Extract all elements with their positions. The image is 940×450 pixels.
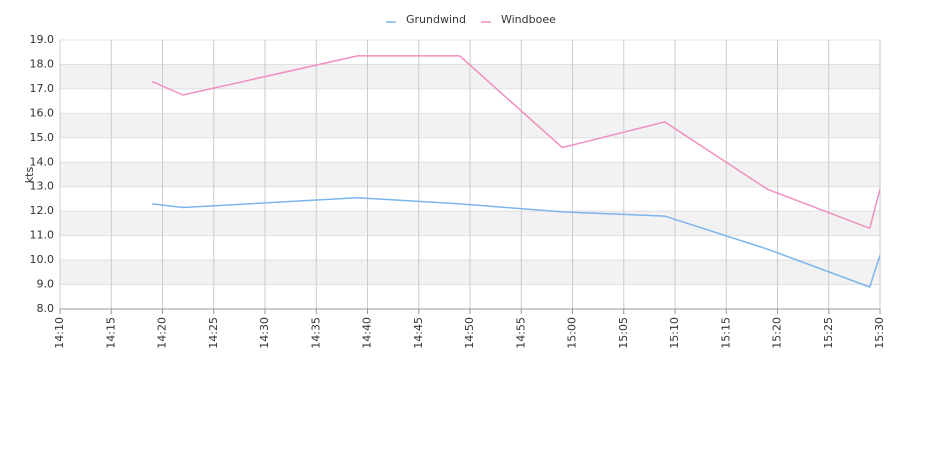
x-tick-label: 15:25 [822, 317, 835, 349]
y-tick-label: 10.0 [30, 253, 55, 266]
x-tick-label: 15:15 [719, 317, 732, 349]
legend-item: Windboee [480, 13, 556, 26]
x-tick-label: 14:30 [258, 317, 271, 349]
y-tick-label: 13.0 [30, 180, 55, 193]
y-tick-label: 17.0 [30, 82, 55, 95]
legend-label: Windboee [501, 13, 556, 26]
y-tick-label: 18.0 [30, 57, 55, 70]
x-tick-label: 15:05 [617, 317, 630, 349]
y-tick-label: 14.0 [30, 155, 55, 168]
y-tick-label: 11.0 [30, 229, 55, 242]
x-tick-label: 14:25 [207, 317, 220, 349]
y-tick-label: 16.0 [30, 106, 55, 119]
x-tick-label: 14:55 [514, 317, 527, 349]
x-tick-label: 15:10 [668, 317, 681, 349]
x-tick-label: 14:50 [463, 317, 476, 349]
y-tick-label: 9.0 [37, 278, 55, 291]
x-tick-label: 15:30 [873, 317, 886, 349]
x-tick-label: 14:35 [309, 317, 322, 349]
y-tick-label: 12.0 [30, 204, 55, 217]
x-tick-label: 14:45 [412, 317, 425, 349]
x-tick-label: 15:00 [566, 317, 579, 349]
y-tick-label: 19.0 [30, 33, 55, 46]
series-line [151, 55, 881, 230]
x-tick-label: 14:40 [361, 317, 374, 349]
x-tick-label: 15:20 [771, 317, 784, 349]
y-axis-label: kts [23, 167, 36, 184]
x-tick-label: 14:20 [156, 317, 169, 349]
x-tick-label: 14:15 [104, 317, 117, 349]
y-tick-label: 8.0 [37, 302, 55, 315]
legend-label: Grundwind [406, 13, 466, 26]
legend-item: Grundwind [386, 13, 466, 26]
y-tick-label: 15.0 [30, 131, 55, 144]
x-tick-label: 14:10 [53, 317, 66, 349]
series-line [152, 196, 881, 288]
